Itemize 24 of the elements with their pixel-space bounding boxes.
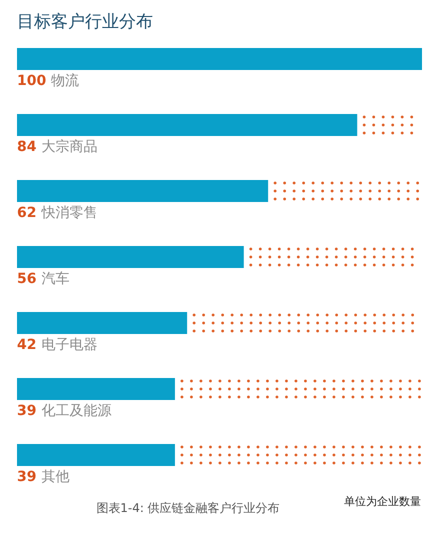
bar <box>17 180 268 202</box>
data-label: 100 <box>17 73 46 89</box>
data-label: 39 <box>17 403 36 419</box>
data-label: 84 <box>17 139 37 155</box>
annotation: 图表1-4: 供应链金融客户行业分布 <box>96 501 280 515</box>
data-label: 42 <box>17 337 36 353</box>
bar <box>17 48 422 70</box>
y-tick-label: 其他 <box>41 469 70 485</box>
y-tick-label: 化工及能源 <box>41 403 112 419</box>
y-tick-label: 快消零售 <box>40 205 98 221</box>
y-tick-label: 大宗商品 <box>41 139 98 155</box>
y-tick-label: 电子电器 <box>41 337 98 353</box>
data-label: 39 <box>17 469 36 485</box>
bar <box>17 246 244 268</box>
annotation: 单位为企业数量 <box>344 495 421 508</box>
bar <box>17 444 175 466</box>
data-label: 62 <box>17 205 36 221</box>
y-tick-label: 汽车 <box>41 271 70 287</box>
data-label: 56 <box>17 271 36 287</box>
bar <box>17 312 188 334</box>
bar <box>17 114 358 136</box>
bar <box>17 378 175 400</box>
y-tick-label: 物流 <box>51 73 80 89</box>
chart-title: 目标客户行业分布 <box>17 12 153 32</box>
